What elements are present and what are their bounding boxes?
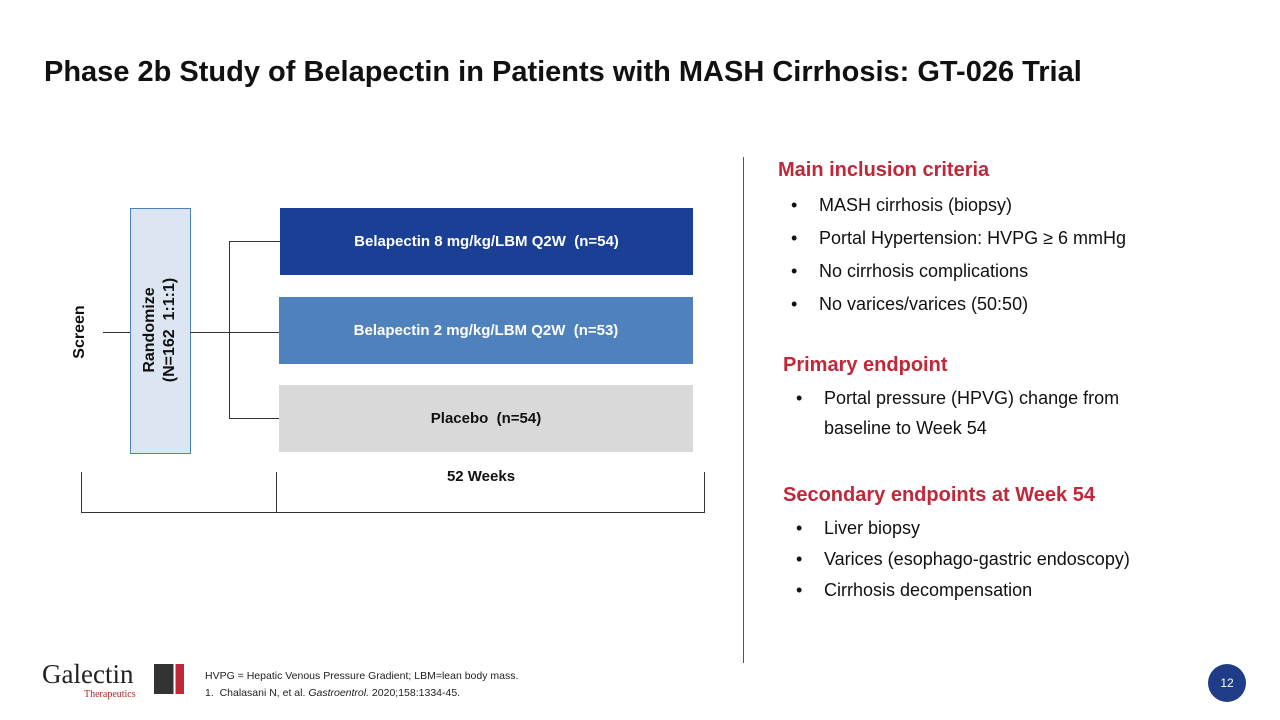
arm-label: Belapectin 8 mg/kg/LBM Q2W (n=54) — [354, 233, 619, 250]
company-logo: Galectin Therapeutics — [42, 660, 192, 702]
item-text: No cirrhosis complications — [819, 261, 1029, 281]
item-text: Liver biopsy — [824, 518, 921, 538]
timeline — [704, 472, 705, 513]
ref-journal: Gastroentrol. — [308, 687, 370, 699]
item-text: No varices/varices (50:50) — [819, 294, 1029, 314]
page-number: 12 — [1208, 664, 1246, 702]
divider — [743, 157, 744, 663]
screen-label: Screen — [71, 305, 88, 359]
list-item: • Varices (esophago-gastric endoscopy) — [796, 549, 1130, 569]
inclusion-heading: Main inclusion criteria — [778, 159, 990, 181]
list-item: • Liver biopsy — [796, 518, 921, 538]
item-text: Portal pressure (HPVG) change from — [824, 388, 1120, 408]
reference: 1. Chalasani N, et al. Gastroentrol. 202… — [205, 687, 460, 699]
item-text: Portal Hypertension: HVPG ≥ 6 mmHg — [819, 228, 1126, 248]
list-item: baseline to Week 54 — [824, 418, 1119, 448]
list-item: • No cirrhosis complications — [791, 261, 1029, 281]
timeline — [81, 512, 705, 513]
primary-list: • Portal pressure (HPVG) change from base… — [796, 388, 1120, 448]
connector — [229, 418, 279, 419]
arm-placebo: Placebo (n=54) — [279, 385, 693, 452]
randomize-box — [130, 208, 191, 454]
randomize-text: Randomize — [141, 287, 158, 373]
item-text: Varices (esophago-gastric endoscopy) — [824, 549, 1130, 569]
list-item: • Portal pressure (HPVG) change from — [796, 388, 1120, 408]
connector — [229, 241, 230, 419]
timeline — [81, 472, 82, 513]
inclusion-list: • MASH cirrhosis (biopsy) • Portal Hyperte… — [791, 195, 1126, 327]
connector — [229, 241, 280, 242]
list-item: • No varices/varices (50:50) — [791, 294, 1029, 314]
primary-heading: Primary endpoint — [783, 354, 948, 376]
ref-text: 2020;158:1334-45. — [369, 687, 461, 699]
secondary-heading: Secondary endpoints at Week 54 — [783, 484, 1095, 506]
duration-label: 52 Weeks — [446, 468, 516, 485]
timeline — [276, 472, 277, 513]
randomize-label: Randomize (N=162 1:1:1) — [140, 255, 180, 405]
list-item: • Portal Hypertension: HVPG ≥ 6 mmHg — [791, 228, 1126, 248]
item-text: MASH cirrhosis (biopsy) — [819, 195, 1013, 215]
logo-subtext: Therapeutics — [84, 689, 136, 700]
ref-text: 1. Chalasani N, et al. — [205, 687, 309, 699]
randomize-detail: (N=162 1:1:1) — [161, 277, 178, 383]
item-text: Cirrhosis decompensation — [824, 580, 1033, 600]
slide-title: Phase 2b Study of Belapectin in Patients… — [44, 56, 1082, 88]
connector — [103, 332, 130, 333]
secondary-list: • Liver biopsy • Varices (esophago-gastric… — [796, 518, 1130, 611]
item-text: baseline to Week 54 — [824, 418, 987, 438]
connector — [190, 332, 229, 333]
arm-label: Placebo (n=54) — [430, 410, 542, 427]
list-item: • MASH cirrhosis (biopsy) — [791, 195, 1013, 215]
list-item: • Cirrhosis decompensation — [796, 580, 1033, 600]
footnote: HVPG = Hepatic Venous Pressure Gradient;… — [205, 670, 519, 682]
arm-label: Belapectin 2 mg/kg/LBM Q2W (n=53) — [353, 322, 619, 339]
arm-belapectin-8: Belapectin 8 mg/kg/LBM Q2W (n=54) — [280, 208, 693, 275]
arm-belapectin-2: Belapectin 2 mg/kg/LBM Q2W (n=53) — [279, 297, 693, 364]
connector — [229, 332, 279, 333]
logo-wordmark: Galectin — [42, 659, 134, 689]
logo-mark-icon — [154, 664, 184, 694]
